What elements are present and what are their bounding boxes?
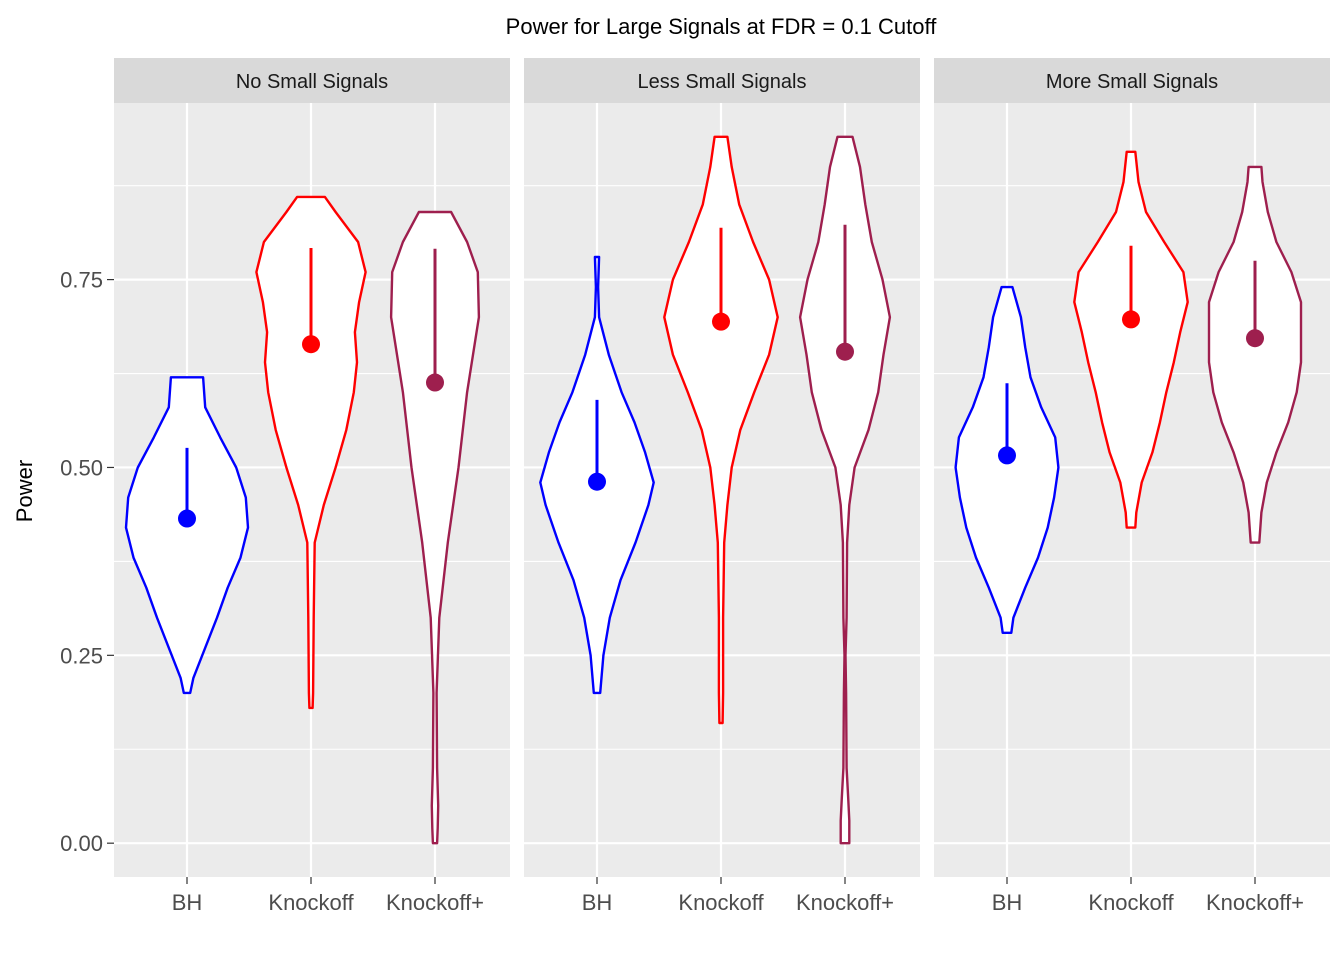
median-point — [1246, 329, 1264, 348]
facet-strip-label: Less Small Signals — [638, 71, 807, 93]
x-tick-label: BH — [992, 890, 1023, 915]
median-point — [588, 472, 606, 491]
median-point — [836, 342, 854, 361]
violin-shape — [124, 376, 250, 695]
violin-shape — [1207, 165, 1303, 544]
y-axis-title: Power — [12, 460, 37, 522]
y-tick-label: 0.50 — [60, 455, 103, 480]
x-tick-label: Knockoff+ — [386, 890, 484, 915]
violin-shape — [1073, 150, 1189, 529]
chart-title: Power for Large Signals at FDR = 0.1 Cut… — [506, 14, 938, 39]
x-tick-label: BH — [172, 890, 203, 915]
x-tick-label: Knockoff+ — [796, 890, 894, 915]
facet-panel: More Small Signals BH Knockoff Knockoff+ — [934, 58, 1330, 915]
facet-strip — [524, 58, 920, 103]
facet-panel: No Small Signals BH Knockoff Knockoff+ — [114, 58, 510, 915]
violin-shape — [798, 135, 892, 845]
facet-strip-label: No Small Signals — [236, 71, 388, 93]
facet-panel: Less Small Signals BH Knockoff Knockoff+ — [524, 58, 920, 915]
median-point — [998, 446, 1016, 465]
facet-strip-label: More Small Signals — [1046, 71, 1218, 93]
y-tick-label: 0.75 — [60, 268, 103, 293]
facet-strip — [114, 58, 510, 103]
median-point — [712, 312, 730, 331]
violin-shape — [389, 210, 481, 845]
violin-shape — [663, 135, 779, 725]
x-tick-label: Knockoff — [678, 890, 764, 915]
median-point — [302, 335, 320, 354]
y-tick-label: 0.00 — [60, 831, 103, 856]
x-tick-label: BH — [582, 890, 613, 915]
x-tick-label: Knockoff — [1088, 890, 1174, 915]
x-tick-label: Knockoff+ — [1206, 890, 1304, 915]
y-tick-label: 0.25 — [60, 643, 103, 668]
median-point — [426, 373, 444, 392]
median-point — [1122, 310, 1140, 329]
x-tick-label: Knockoff — [268, 890, 354, 915]
median-point — [178, 509, 196, 528]
violin-shape — [255, 195, 367, 710]
plot-area: 0.00 0.25 0.50 0.75 No Small Signals BH Knocko… — [60, 58, 1330, 915]
facet-strip — [934, 58, 1330, 103]
